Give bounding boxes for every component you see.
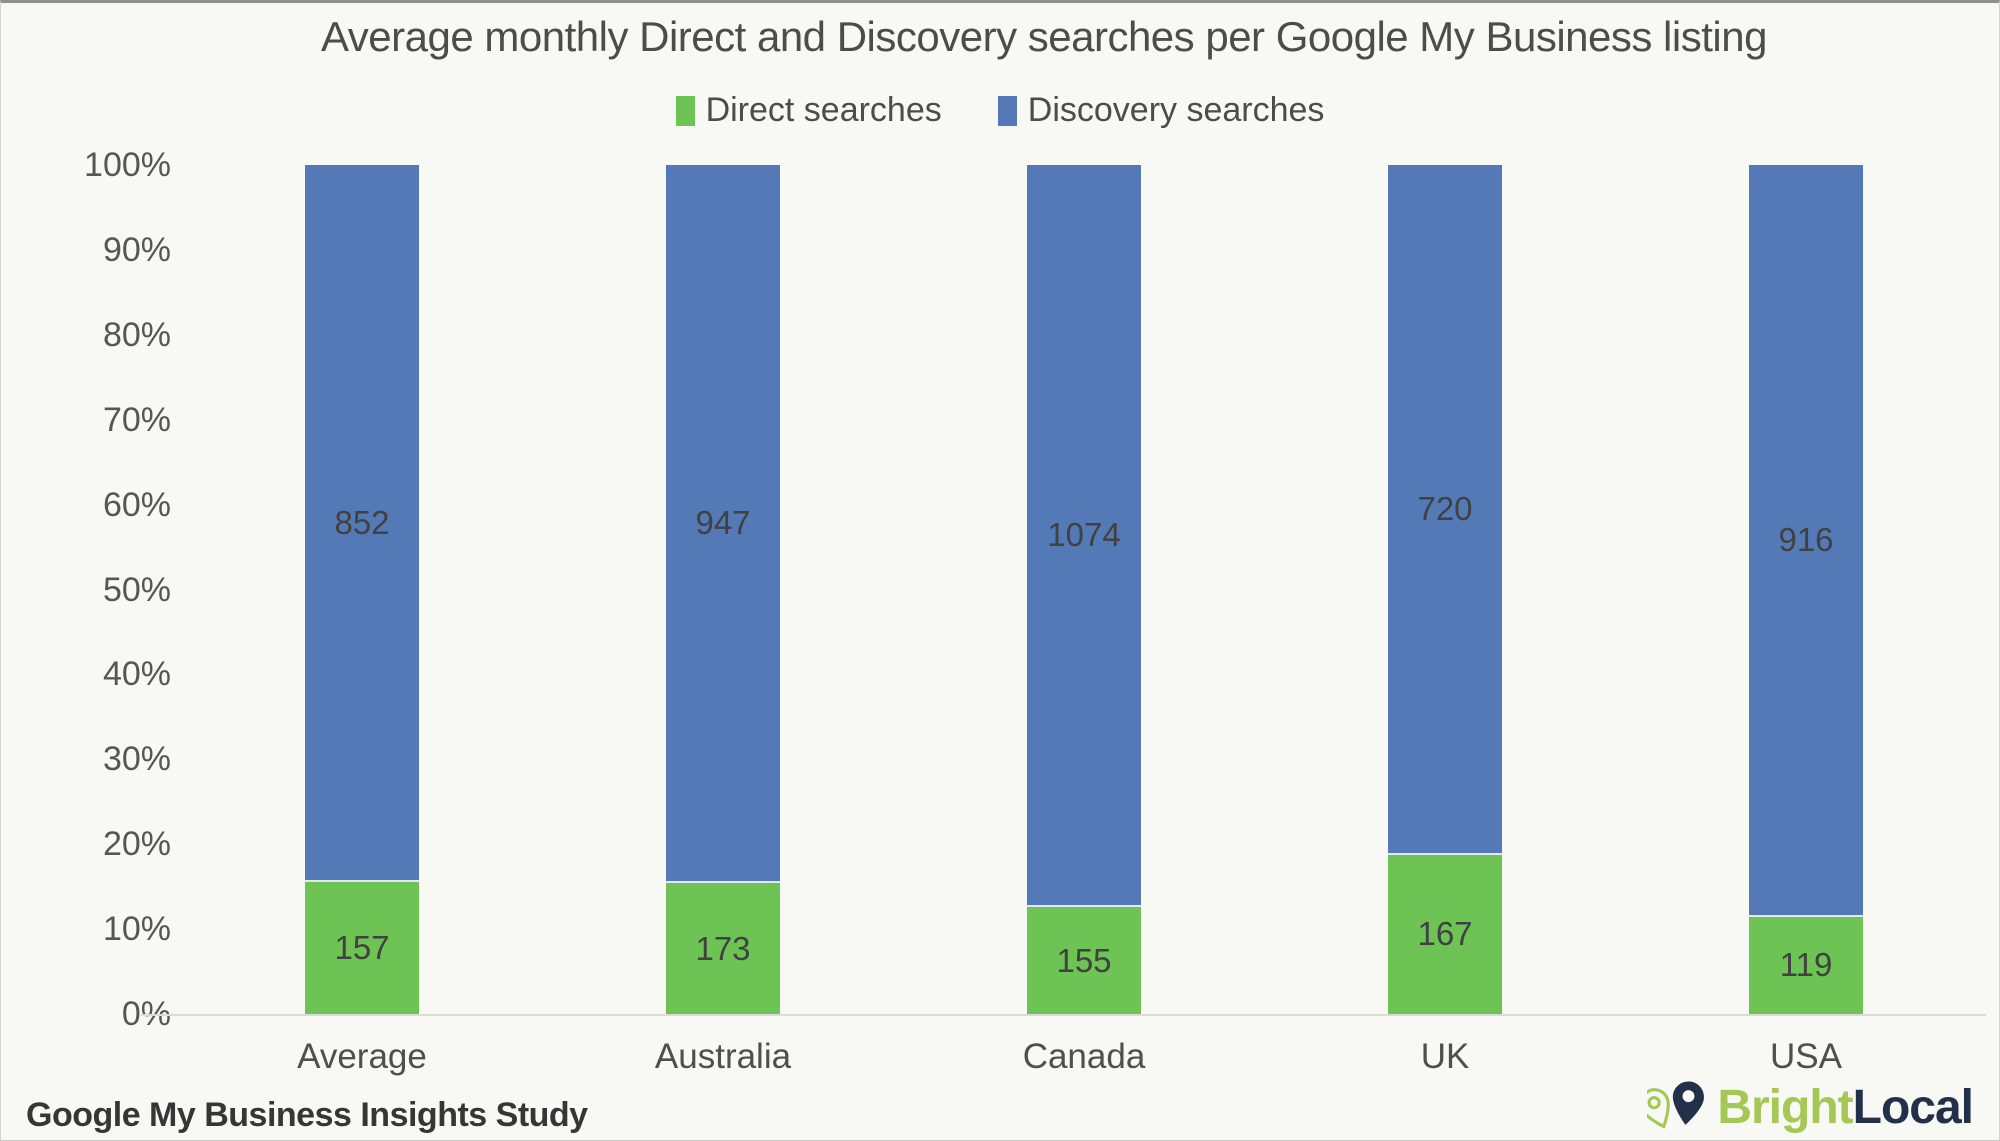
stacked-bar-canada: 1074 155 [1027,165,1141,1014]
data-label-discovery: 720 [1417,489,1473,527]
stacked-bar-uk: 720 167 [1388,165,1502,1014]
legend-label-direct: Direct searches [705,91,942,129]
x-axis-label-usa: USA [1770,1037,1842,1076]
segment-direct: 157 [305,880,419,1014]
y-tick-label: 100% [84,146,171,184]
y-tick-label: 50% [102,570,171,609]
data-label-discovery: 1074 [1047,516,1121,554]
x-axis-label-average: Average [297,1037,427,1076]
segment-discovery: 947 [666,165,780,882]
chart-legend: Direct searches Discovery searches [1,91,1999,130]
x-axis-label-uk: UK [1420,1037,1470,1076]
legend-item-discovery: Discovery searches [997,91,1325,130]
legend-label-discovery: Discovery searches [1027,91,1325,129]
stacked-bar-average: 852 157 [305,165,419,1014]
data-label-discovery: 947 [695,504,751,542]
legend-item-direct: Direct searches [675,91,942,130]
x-axis-label-canada: Canada [1022,1037,1146,1076]
segment-direct: 119 [1749,914,1863,1014]
y-tick-label: 30% [102,740,171,779]
y-tick-label: 10% [102,910,171,949]
data-label-direct: 173 [695,929,751,967]
x-axis-label-australia: Australia [654,1037,792,1076]
brightlocal-pin-icon [1647,1081,1705,1129]
data-label-direct: 157 [334,929,390,967]
segment-discovery: 916 [1749,165,1863,915]
brightlocal-logo: Bright Local [1647,1078,1974,1138]
brand-text-bright: Bright [1717,1081,1853,1134]
segment-direct: 167 [1388,852,1502,1014]
y-tick-label: 70% [102,400,171,439]
segment-discovery: 852 [305,165,419,881]
y-tick-label: 80% [102,315,171,354]
brand-text-local: Local [1852,1081,1974,1134]
stacked-bar-usa: 916 119 [1749,165,1863,1014]
stacked-bar-australia: 947 173 [666,165,780,1014]
plot-area: 852 157 947 173 1074 155 720 167 916 119 [141,165,1986,1016]
y-tick-label: 20% [102,825,171,864]
y-tick-label: 90% [102,230,171,269]
data-label-direct: 167 [1417,915,1473,953]
data-label-discovery: 852 [334,503,390,541]
legend-swatch-direct-icon [675,95,695,126]
chart-title: Average monthly Direct and Discovery sea… [321,13,1767,60]
data-label-direct: 119 [1779,946,1833,984]
segment-direct: 155 [1027,905,1141,1014]
segment-discovery: 720 [1388,165,1502,853]
segment-discovery: 1074 [1027,165,1141,906]
data-label-discovery: 916 [1778,520,1834,558]
segment-direct: 173 [666,881,780,1014]
data-label-direct: 155 [1056,941,1112,979]
y-tick-label: 60% [102,485,171,524]
legend-swatch-discovery-icon [997,95,1017,126]
y-tick-label: 40% [102,655,171,694]
source-note: Google My Business Insights Study [26,1096,588,1134]
